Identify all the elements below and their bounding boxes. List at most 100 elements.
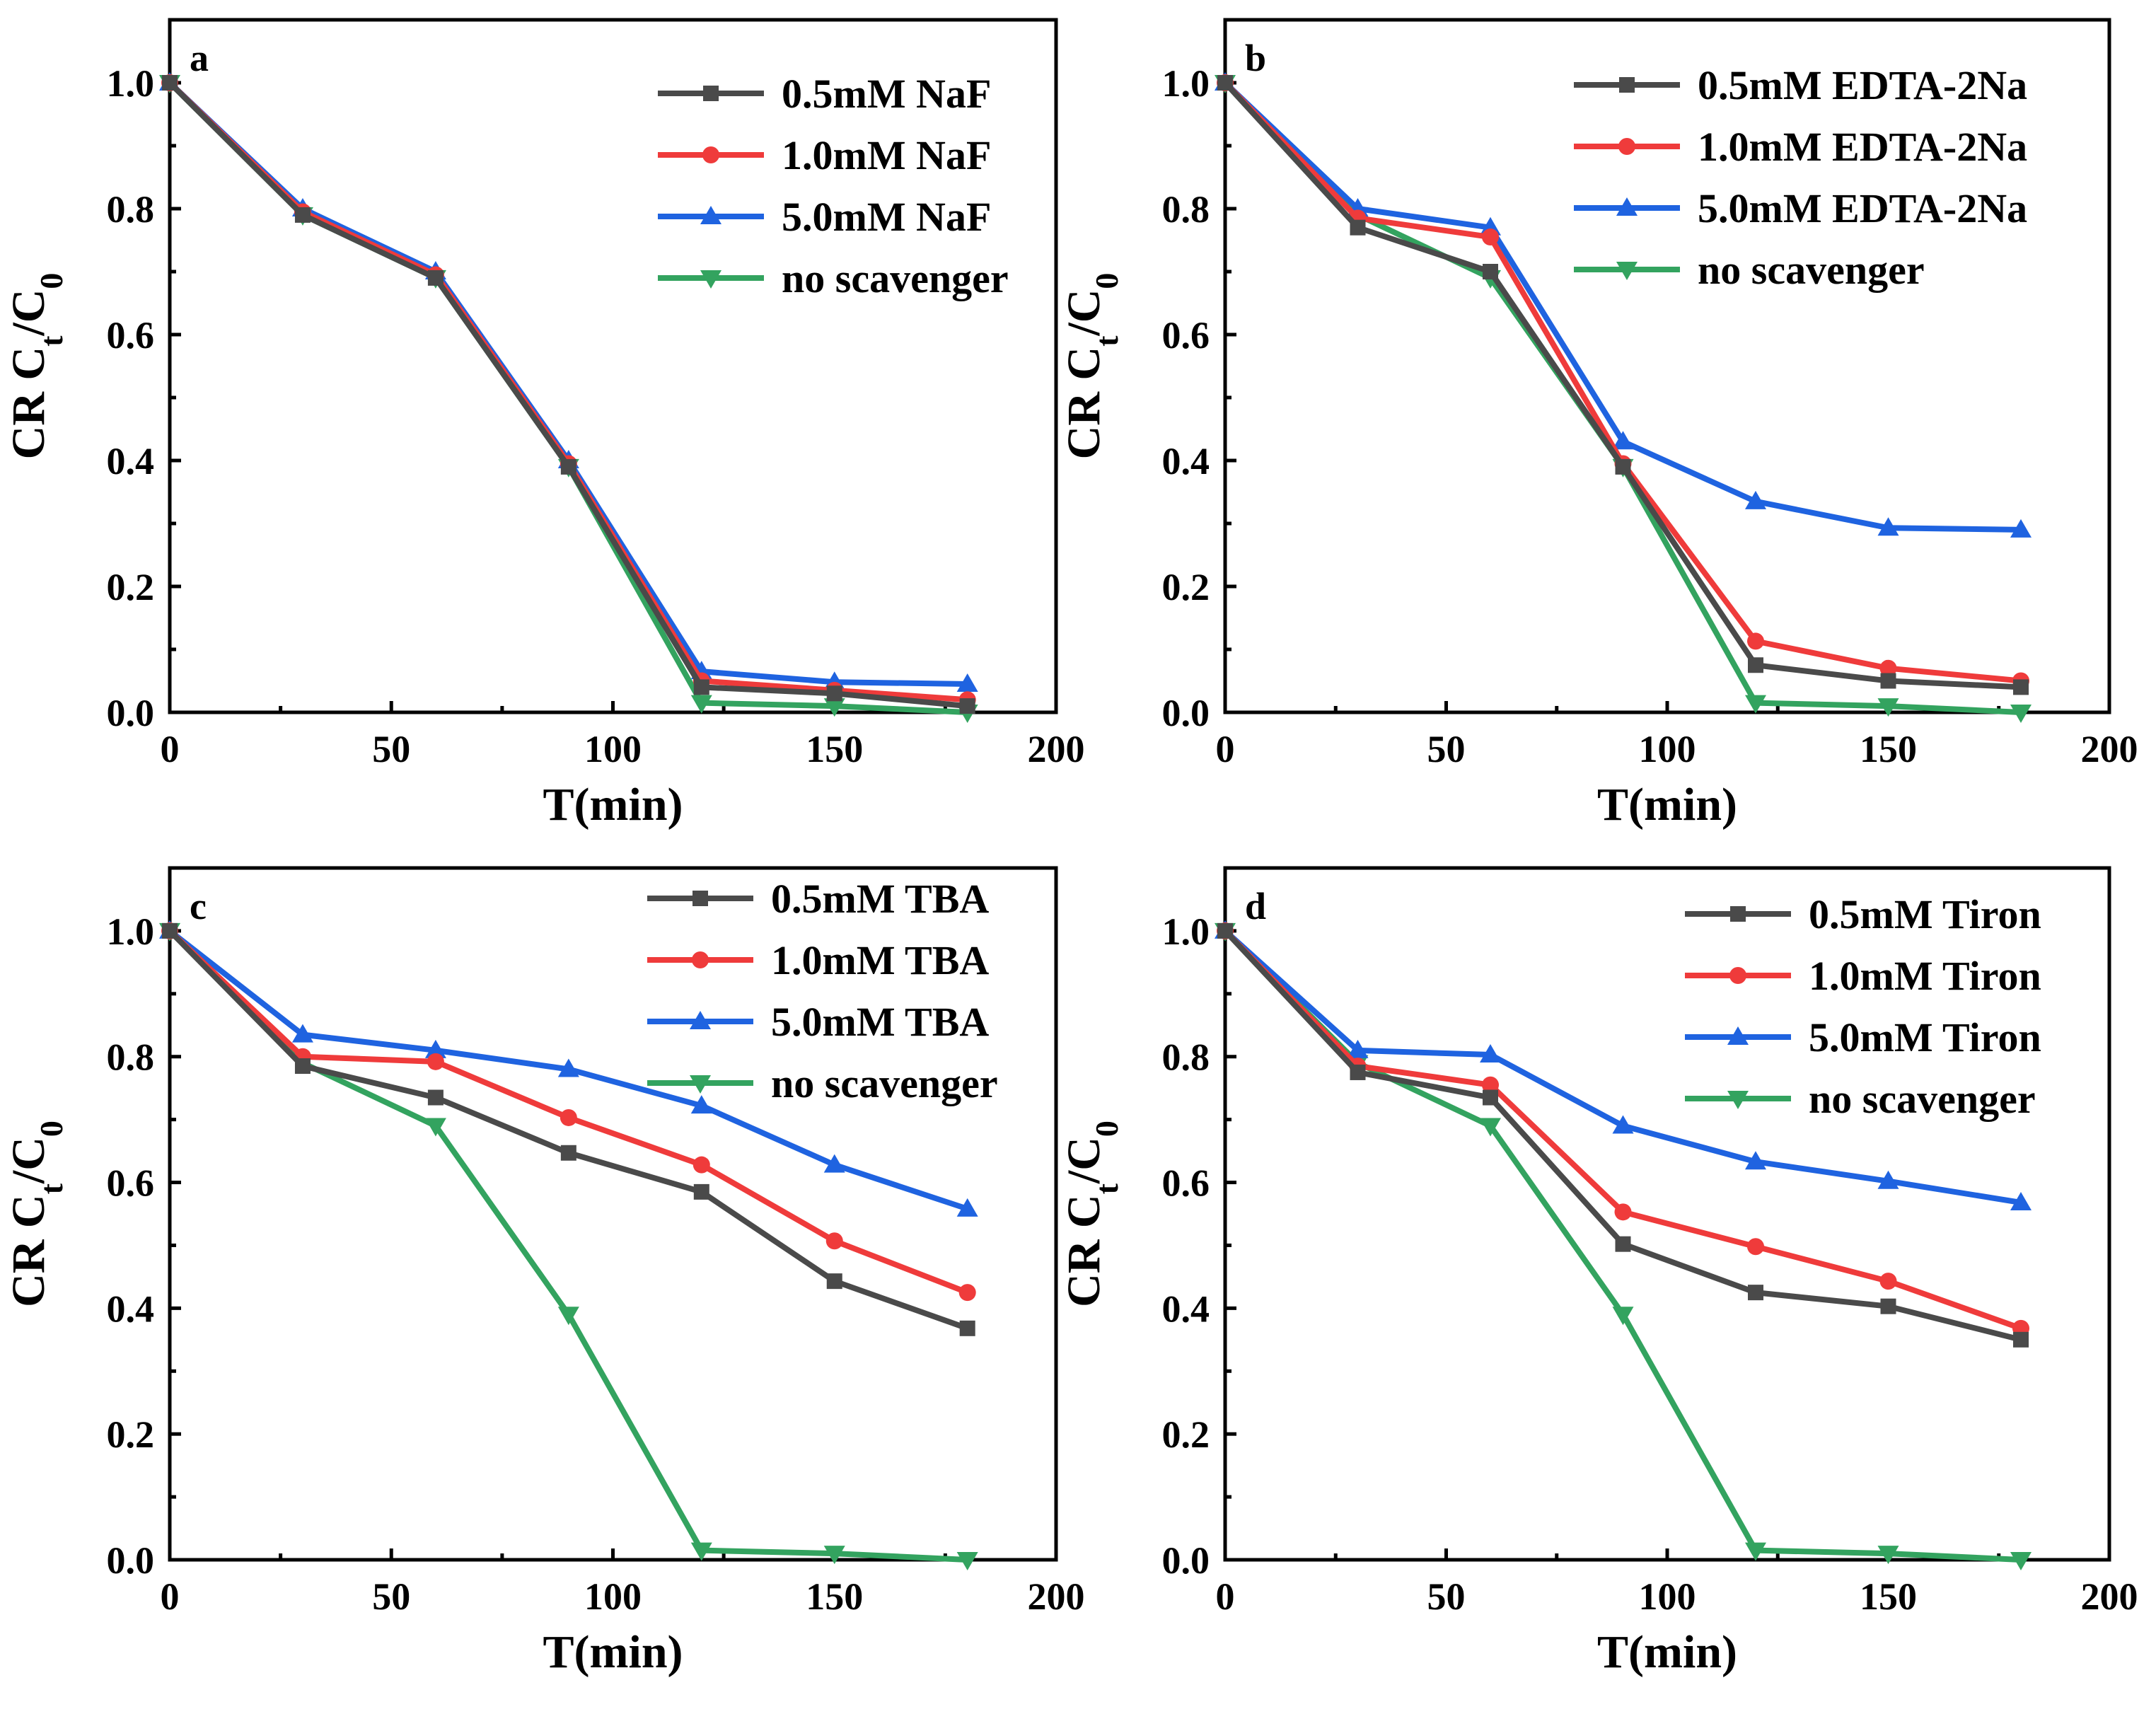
y-axis-title: CR Ct/C0 [1058, 1121, 1125, 1307]
x-axis-title: T(min) [1597, 779, 1737, 830]
y-axis-title: CR Ct/C0 [3, 273, 69, 460]
series-0 [1217, 75, 2029, 695]
x-tick-label: 200 [1028, 1575, 1085, 1618]
x-tick-label: 50 [372, 728, 410, 770]
data-point [1745, 1542, 1766, 1561]
data-point [427, 1053, 444, 1070]
data-point [956, 1552, 978, 1570]
data-point [1612, 1307, 1634, 1326]
data-point [424, 1039, 446, 1058]
data-point [1483, 264, 1498, 279]
data-point [693, 679, 709, 695]
data-point [1615, 458, 1631, 475]
data-point [1483, 1089, 1498, 1106]
legend-marker [700, 206, 721, 224]
y-tick-label: 0.6 [107, 314, 155, 357]
legend-label: 1.0mM TBA [771, 937, 989, 983]
x-tick-label: 0 [161, 728, 180, 770]
y-axis-title: CR Ct/C0 [1058, 273, 1125, 460]
chart-panel-a: 0 50 100 150 200 0.0 0.2 0.4 0.6 0.8 1.0 T(min) CR C… [3, 18, 1085, 830]
data-point [162, 75, 178, 91]
plot-frame [168, 18, 1058, 714]
series-line [1223, 81, 2022, 684]
data-point [693, 1183, 709, 1200]
data-point [690, 1542, 712, 1561]
panel-label: d [1245, 885, 1266, 927]
data-point [1748, 1285, 1763, 1301]
data-point [1747, 632, 1764, 650]
data-point [1879, 1273, 1897, 1290]
legend: 0.5mM NaF 1.0mM NaF 5.0mM NaF no scavenger [658, 71, 1009, 301]
legend-label: 5.0mM EDTA-2Na [1698, 185, 2027, 231]
legend-marker [1727, 1091, 1749, 1109]
x-tick-label: 100 [1639, 1575, 1696, 1618]
x-tick-label: 0 [1216, 728, 1235, 770]
data-point [1877, 517, 1899, 536]
data-point [2013, 679, 2029, 695]
y-tick-label: 0.2 [1162, 566, 1210, 608]
data-point [958, 1284, 976, 1302]
legend-label: 0.5mM TBA [771, 876, 989, 922]
data-point [2010, 1191, 2032, 1210]
legend-label: 5.0mM NaF [782, 194, 991, 240]
data-point [560, 458, 576, 475]
series-0 [1217, 922, 2029, 1348]
data-point [1879, 659, 1897, 677]
panel-label: c [190, 885, 207, 927]
data-point [959, 1320, 975, 1336]
x-tick-label: 50 [372, 1575, 410, 1618]
x-tick-label: 100 [584, 1575, 642, 1618]
y-tick-label: 1.0 [107, 910, 155, 953]
y-tick-label: 0.8 [107, 1036, 155, 1079]
data-point [1614, 1203, 1632, 1221]
data-point [427, 1089, 444, 1106]
x-tick-label: 200 [2081, 1575, 2138, 1618]
data-point [557, 1058, 579, 1077]
y-axis-title: CR Ct/C0 [3, 1121, 69, 1307]
legend-marker [1730, 906, 1746, 922]
data-point [1480, 1118, 1501, 1137]
x-tick-label: 150 [1860, 1575, 1917, 1618]
data-point [1482, 228, 1499, 246]
data-point [956, 1198, 978, 1217]
legend: 0.5mM Tiron 1.0mM Tiron 5.0mM Tiron no scav… [1685, 891, 2041, 1122]
data-point [1880, 673, 1896, 689]
y-tick-label: 0.6 [1162, 1162, 1210, 1205]
legend-label: 1.0mM EDTA-2Na [1698, 124, 2027, 170]
legend-label: 5.0mM TBA [771, 999, 989, 1045]
legend-marker [1618, 138, 1635, 155]
legend-label: 1.0mM NaF [782, 132, 991, 178]
y-tick-label: 0.0 [107, 692, 155, 734]
legend-marker [700, 270, 721, 289]
data-point [826, 685, 842, 702]
data-point [959, 698, 975, 714]
y-tick-label: 0.4 [107, 440, 155, 482]
data-point [1482, 1076, 1499, 1094]
y-tick-label: 1.0 [1162, 910, 1210, 953]
data-point [560, 1108, 577, 1126]
x-tick-label: 50 [1427, 728, 1466, 770]
y-tick-label: 1.0 [107, 62, 155, 105]
legend-label: 0.5mM Tiron [1809, 891, 2041, 937]
data-point [1350, 219, 1366, 236]
data-point [1612, 1115, 1634, 1134]
chart-panel-c: 0 50 100 150 200 0.0 0.2 0.4 0.6 0.8 1.0 T(min) CR C… [3, 866, 1085, 1678]
y-tick-label: 0.0 [1162, 692, 1210, 734]
legend-label: 5.0mM Tiron [1809, 1014, 2041, 1060]
y-tick-label: 0.4 [1162, 1287, 1210, 1330]
legend: 0.5mM EDTA-2Na 1.0mM EDTA-2Na 5.0mM EDTA-2… [1574, 62, 2027, 293]
series-0 [162, 922, 975, 1336]
data-point [692, 1156, 710, 1174]
data-point [1745, 695, 1766, 714]
data-point [1748, 657, 1763, 673]
legend-label: no scavenger [1809, 1076, 2036, 1122]
legend-label: 0.5mM EDTA-2Na [1698, 62, 2027, 108]
data-point [823, 1154, 845, 1173]
data-point [1480, 1044, 1501, 1063]
data-point [1877, 1170, 1899, 1189]
series-0 [162, 75, 975, 714]
legend-label: no scavenger [771, 1060, 998, 1106]
data-point [1347, 1039, 1369, 1058]
legend-label: no scavenger [782, 255, 1009, 301]
series-line [168, 929, 969, 1331]
